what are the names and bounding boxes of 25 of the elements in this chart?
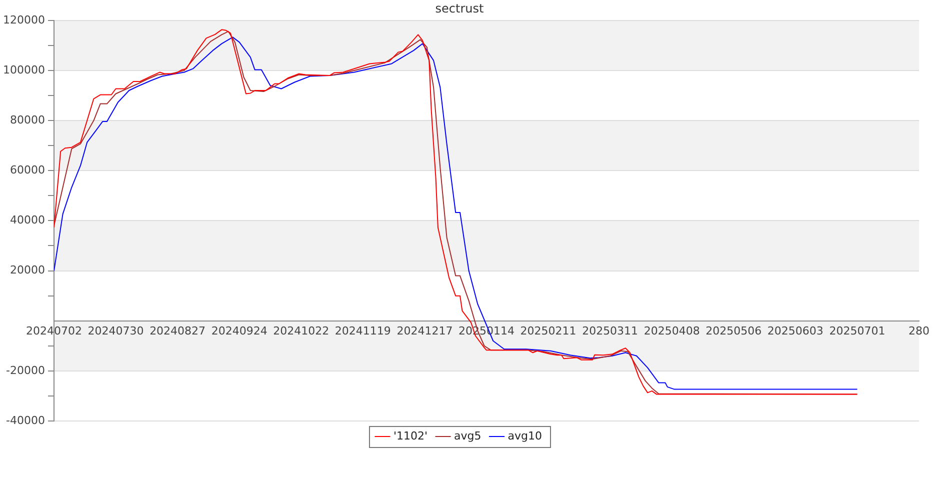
y-tick-label: 80000 (10, 113, 45, 126)
legend-label: '1102' (394, 429, 428, 442)
x-tick-label: 20250311 (582, 324, 638, 338)
x-tick-label: 20250701 (829, 324, 886, 338)
y-tick-label: 60000 (10, 163, 45, 176)
legend-label: avg5 (454, 429, 482, 442)
chart-title: sectrust (435, 1, 484, 16)
x-tick-label: 20250211 (520, 324, 576, 338)
y-tick-label: -20000 (6, 364, 45, 377)
x-tick-label: 20241217 (396, 324, 453, 338)
y-tick-label: 20000 (10, 264, 45, 277)
x-tick-label: 280 (908, 324, 930, 338)
y-tick-label: -40000 (6, 414, 45, 427)
x-tick-label: 20241119 (334, 324, 391, 338)
x-tick-label: 20250506 (706, 324, 762, 338)
y-tick-label: 100000 (2, 63, 45, 76)
y-tick-label: 40000 (10, 214, 45, 227)
x-tick-label: 20250408 (644, 324, 700, 338)
x-tick-label: 20240730 (88, 324, 144, 338)
x-tick-label: 20240924 (211, 324, 268, 338)
x-tick-label: 20240827 (150, 324, 206, 338)
x-tick-label: 20241022 (273, 324, 330, 338)
legend-label: avg10 (508, 429, 542, 442)
y-tick-label: 120000 (2, 13, 45, 26)
x-tick-label: 20250603 (767, 324, 824, 338)
